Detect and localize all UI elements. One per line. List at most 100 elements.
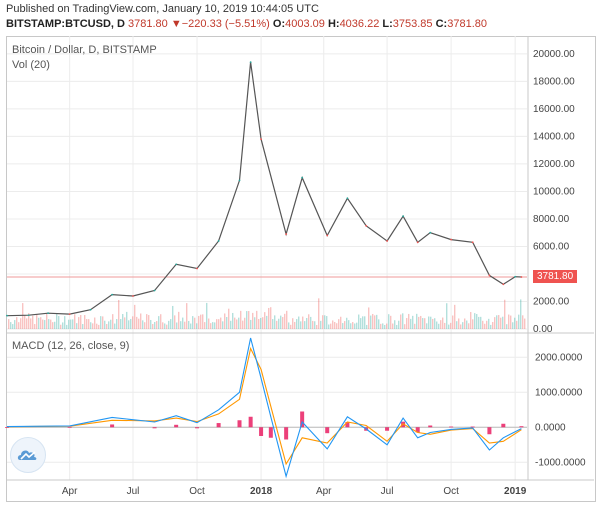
volume-bar	[158, 316, 160, 329]
time-tick-label: Apr	[62, 486, 78, 497]
volume-bar	[50, 319, 52, 329]
macd-histogram-bar	[237, 420, 242, 428]
volume-bar	[372, 313, 374, 329]
volume-bar	[380, 323, 382, 329]
volume-bar	[142, 320, 144, 329]
volume-bar	[126, 311, 128, 329]
volume-bar	[92, 323, 94, 329]
macd-histogram-bar	[300, 411, 305, 428]
price-point	[111, 293, 114, 296]
volume-bar	[520, 299, 522, 329]
volume-bar	[336, 323, 338, 329]
volume-bar	[382, 323, 384, 329]
volume-bar	[498, 315, 500, 329]
volume-bar	[84, 315, 86, 329]
volume-bar	[318, 298, 320, 329]
volume-bar	[368, 307, 370, 329]
volume-bar	[430, 316, 432, 329]
volume-bar	[236, 319, 238, 329]
volume-bar	[204, 322, 206, 329]
volume-bar	[302, 316, 304, 329]
price-tick-label: 2000.00	[533, 296, 570, 307]
volume-bar	[286, 310, 288, 329]
volume-bar	[226, 317, 228, 329]
high-label: H:	[327, 18, 340, 30]
volume-bar	[506, 324, 508, 329]
volume-bar	[464, 318, 466, 329]
volume-bar	[488, 318, 490, 329]
volume-bar	[200, 314, 202, 329]
price-tick-label: 14000.00	[533, 131, 575, 142]
volume-bar	[248, 311, 250, 329]
volume-bar	[66, 324, 68, 329]
volume-bar	[424, 318, 426, 329]
volume-bar	[442, 317, 444, 329]
volume-bar	[234, 317, 236, 329]
volume-bar	[58, 316, 60, 329]
volume-bar	[210, 323, 212, 329]
time-tick-label: Apr	[316, 486, 332, 497]
volume-bar	[192, 316, 194, 329]
macd-histogram-bar	[248, 416, 253, 428]
volume-bar	[8, 319, 10, 329]
volume-bar	[184, 321, 186, 329]
volume-bar	[138, 318, 140, 329]
high-value: 4036.22	[339, 18, 380, 30]
volume-bar	[82, 324, 84, 329]
volume-bar	[78, 317, 80, 329]
volume-bar	[468, 323, 470, 329]
volume-bar	[186, 303, 188, 329]
volume-bar	[300, 321, 302, 329]
volume-bar	[28, 313, 30, 329]
price-point	[471, 241, 474, 244]
macd-histogram-bar	[449, 426, 454, 428]
macd-histogram-bar	[216, 423, 221, 428]
macd-histogram-bar	[152, 427, 157, 429]
price-point	[260, 138, 262, 141]
time-tick-label: Oct	[189, 486, 205, 497]
price-point	[249, 61, 252, 64]
volume-bar	[458, 318, 460, 329]
volume-bar	[232, 312, 234, 329]
volume-bar	[462, 322, 464, 329]
volume-bar	[34, 324, 36, 329]
macd-histogram-bar	[415, 427, 420, 433]
volume-bar	[478, 316, 480, 329]
tradingview-cloud-icon[interactable]	[10, 437, 46, 473]
volume-bar	[108, 321, 110, 329]
volume-bar	[310, 316, 312, 329]
volume-bar	[176, 322, 178, 329]
volume-bar	[512, 322, 514, 329]
volume-bar	[262, 317, 264, 329]
volume-bar	[52, 322, 54, 329]
volume-bar	[446, 303, 448, 329]
volume-bar	[514, 317, 516, 329]
volume-bar	[56, 313, 58, 329]
volume-bar	[148, 315, 150, 329]
volume-bar	[408, 313, 410, 329]
volume-bar	[72, 319, 74, 329]
macd-histogram-bar	[501, 423, 506, 428]
price-point	[326, 234, 329, 237]
volume-bar	[64, 316, 66, 329]
volume-bar	[32, 315, 34, 329]
volume-bar	[254, 317, 256, 329]
macd-histogram-bar	[67, 426, 72, 428]
volume-bar	[280, 315, 282, 329]
price-point	[153, 289, 156, 292]
volume-bar	[164, 323, 166, 329]
volume-bar	[504, 299, 506, 329]
volume-bar	[114, 323, 116, 329]
volume-bar	[296, 319, 298, 329]
macd-histogram-bar	[487, 427, 492, 435]
price-point	[196, 267, 198, 270]
volume-bar	[104, 320, 106, 329]
price-point	[89, 308, 92, 311]
volume-bar	[410, 318, 412, 329]
volume-bar	[38, 317, 40, 329]
volume-bar	[174, 315, 176, 329]
symbol-label: BITSTAMP:BTCUSD, D	[6, 18, 125, 30]
volume-bar	[494, 317, 496, 329]
volume-bar	[308, 314, 310, 329]
